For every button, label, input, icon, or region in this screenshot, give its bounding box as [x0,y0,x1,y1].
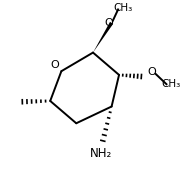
Text: O: O [50,60,59,70]
Text: NH₂: NH₂ [90,148,113,160]
Text: CH₃: CH₃ [161,79,181,89]
Text: CH₃: CH₃ [113,3,132,13]
Text: O: O [147,67,156,77]
Text: O: O [104,18,113,28]
Polygon shape [93,22,113,53]
